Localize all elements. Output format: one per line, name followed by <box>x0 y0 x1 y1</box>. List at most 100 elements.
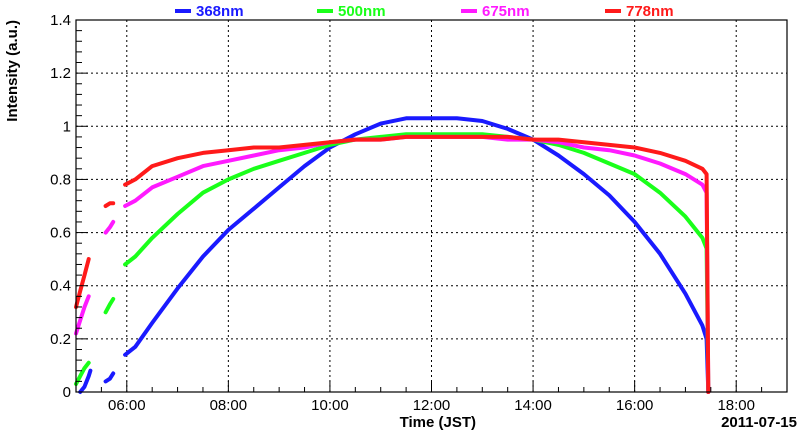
x-tick-label: 12:00 <box>413 397 451 414</box>
data-point <box>226 228 230 232</box>
data-point <box>201 255 205 258</box>
data-point <box>176 156 180 160</box>
data-point <box>108 302 112 306</box>
axis-ticks: 06:00 08:00 10:00 12:00 14:00 16:00 18:00 0 0.2 0… <box>50 12 788 414</box>
series-line-778nm <box>123 134 711 394</box>
data-point <box>108 201 112 205</box>
series-lines <box>74 116 711 394</box>
x-tick-label: 10:00 <box>311 397 349 414</box>
data-point <box>111 371 115 375</box>
data-point <box>133 255 137 258</box>
data-point <box>201 151 205 155</box>
series-778nm <box>74 134 711 394</box>
grid-lines <box>76 20 787 392</box>
data-point <box>455 135 459 139</box>
data-point <box>480 135 484 139</box>
data-point <box>150 164 154 168</box>
y-tick-label: 0.8 <box>50 171 71 188</box>
data-point <box>226 177 230 181</box>
series-500nm <box>74 132 711 394</box>
series-line-675nm <box>123 134 711 394</box>
data-point <box>607 162 611 165</box>
data-point <box>104 204 108 208</box>
y-tick-label: 1 <box>63 118 71 135</box>
data-point <box>404 135 408 139</box>
data-point <box>430 116 433 120</box>
series-line-500nm <box>74 360 91 386</box>
data-point <box>700 183 704 187</box>
data-point <box>506 135 510 139</box>
data-point <box>582 140 586 144</box>
data-point <box>78 318 82 322</box>
data-point <box>404 116 408 120</box>
data-point <box>633 172 637 176</box>
data-point <box>277 146 281 149</box>
data-point <box>700 167 704 171</box>
x-tick-label: 18:00 <box>717 397 755 414</box>
data-point <box>430 135 433 139</box>
data-point <box>150 185 154 189</box>
data-point <box>78 289 82 293</box>
data-point <box>557 138 560 142</box>
data-point <box>303 164 306 168</box>
data-point <box>557 154 560 157</box>
data-point <box>328 140 332 144</box>
series-368nm <box>78 116 711 394</box>
date-label: 2011-07-15 <box>721 414 797 431</box>
data-point <box>123 353 127 357</box>
data-point <box>607 143 611 147</box>
x-tick-label: 14:00 <box>514 397 552 414</box>
data-point <box>607 148 611 152</box>
data-point <box>104 379 108 383</box>
data-point <box>83 273 86 277</box>
data-point <box>104 231 108 235</box>
data-point <box>176 212 180 216</box>
x-axis-title: Time (JST) <box>400 414 476 431</box>
data-point <box>83 385 86 389</box>
data-point <box>87 257 91 261</box>
data-point <box>108 377 112 381</box>
data-point <box>133 177 137 181</box>
data-point <box>683 159 687 163</box>
legend: 368nm 500nm 675nm 778nm <box>175 3 674 20</box>
data-point <box>252 146 256 149</box>
data-point <box>87 374 91 378</box>
data-point <box>252 167 256 171</box>
y-tick-label: 0.2 <box>50 331 71 348</box>
data-point <box>353 132 357 136</box>
data-point <box>252 154 256 157</box>
data-point <box>133 199 137 203</box>
data-point <box>683 292 687 296</box>
data-point <box>658 162 662 165</box>
series-line-368nm <box>123 116 711 394</box>
data-point <box>176 175 180 179</box>
data-point <box>658 191 662 195</box>
data-point <box>150 236 154 240</box>
data-point <box>111 297 115 301</box>
data-point <box>277 159 281 163</box>
legend-label: 368nm <box>196 3 244 20</box>
legend-label: 778nm <box>626 3 674 20</box>
data-point <box>658 252 662 256</box>
data-point <box>683 215 687 219</box>
y-tick-label: 0 <box>63 384 71 401</box>
data-point <box>104 310 108 314</box>
data-point <box>700 236 704 240</box>
data-point <box>379 138 383 142</box>
data-point <box>277 185 281 189</box>
data-point <box>379 122 383 126</box>
data-point <box>303 143 306 147</box>
data-point <box>108 225 112 229</box>
data-point <box>252 207 256 211</box>
data-point <box>150 321 154 325</box>
y-axis-title: Intensity (a.u.) <box>4 20 21 122</box>
data-point <box>582 151 586 155</box>
data-point <box>226 159 230 163</box>
data-point <box>111 220 115 224</box>
series-675nm <box>74 134 711 394</box>
data-point <box>633 220 637 224</box>
data-point <box>353 138 357 142</box>
data-point <box>582 172 586 176</box>
data-point <box>87 294 91 298</box>
